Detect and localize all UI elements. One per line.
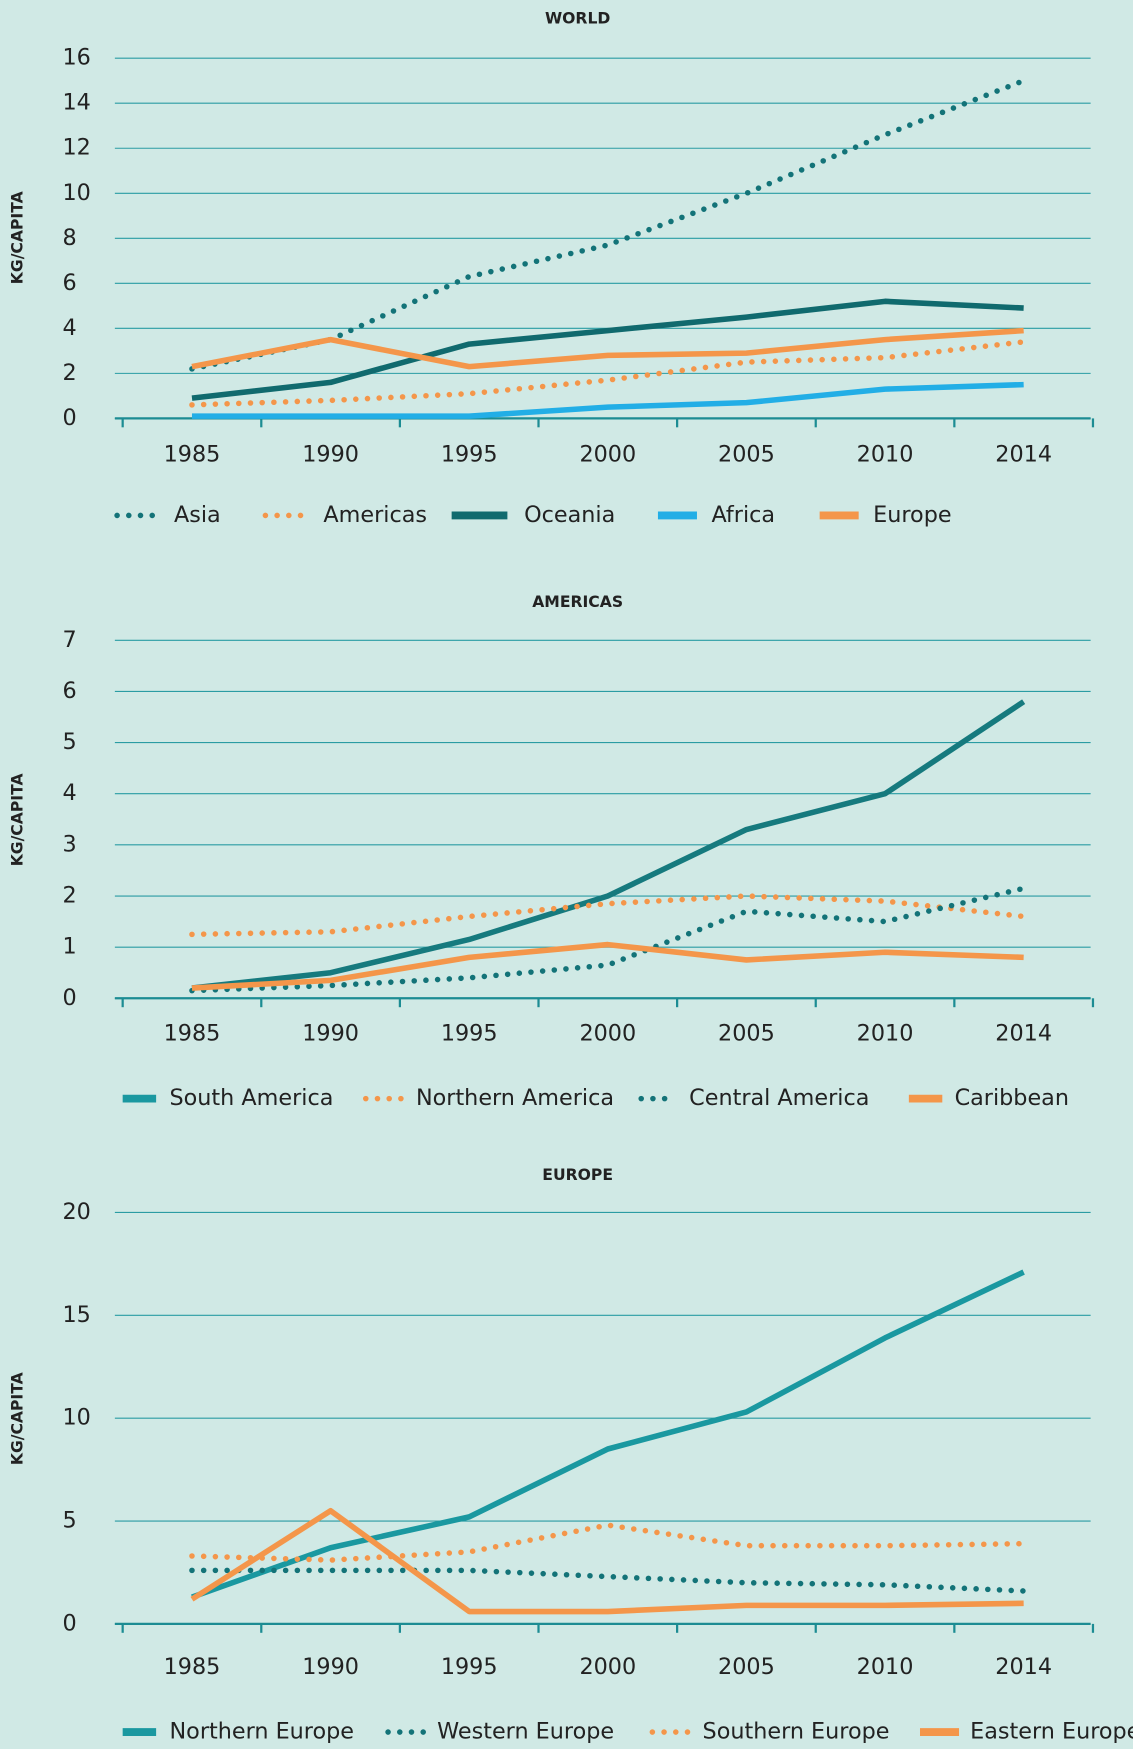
legend-label: Europe [873,502,951,528]
x-tick-label: 2010 [857,1020,914,1046]
x-tick-label: 1995 [441,1020,498,1046]
y-tick-label: 10 [62,180,90,206]
y-tick-label: 4 [62,315,76,341]
y-axis-label: KG/CAPITA [8,191,26,284]
legend-label: Americas [323,502,427,528]
series-line [191,381,1024,419]
y-tick-label: 5 [62,729,76,755]
chart-title: AMERICAS [532,593,623,611]
x-tick-label: 2005 [718,442,775,468]
series-line [189,339,1027,408]
y-tick-label: 15 [62,1302,90,1328]
series-line [191,1269,1025,1600]
x-tick-label: 2014 [995,442,1052,468]
series-line [191,941,1024,991]
legend-label: Central America [689,1085,869,1111]
x-tick-label: 1985 [164,1020,221,1046]
y-tick-label: 20 [62,1199,90,1225]
x-tick-label: 1985 [164,442,221,468]
y-axis-label: KG/CAPITA [8,1372,26,1465]
legend-label: Caribbean [955,1085,1069,1111]
series-line [189,1567,1027,1594]
y-tick-label: 12 [62,135,90,161]
legend-label: Western Europe [437,1719,614,1745]
x-tick-label: 1985 [164,1654,221,1680]
y-tick-label: 8 [62,225,76,251]
x-tick-label: 2000 [579,442,636,468]
series-line [189,893,1027,938]
y-tick-label: 6 [62,678,76,704]
x-tick-label: 2005 [718,1654,775,1680]
y-tick-label: 5 [62,1508,76,1534]
chart-title: EUROPE [542,1166,613,1184]
x-tick-label: 1995 [441,442,498,468]
x-tick-label: 2005 [718,1020,775,1046]
series-line [189,1522,1027,1563]
x-tick-label: 2000 [579,1654,636,1680]
x-tick-label: 1990 [302,442,359,468]
legend-label: Northern Europe [170,1719,354,1745]
y-tick-label: 2 [62,360,76,386]
legend-label: Africa [711,502,775,528]
y-tick-label: 0 [62,1610,76,1636]
series-line [191,327,1024,370]
y-tick-label: 7 [62,627,76,653]
x-tick-label: 2010 [857,442,914,468]
legend-label: Northern America [416,1085,614,1111]
series-line [190,1507,1024,1615]
series-line [191,699,1026,991]
y-tick-label: 2 [62,883,76,909]
legend-label: Eastern Europe [970,1719,1133,1745]
y-tick-label: 1 [62,934,76,960]
y-tick-label: 16 [62,45,90,71]
x-tick-label: 2010 [857,1654,914,1680]
x-tick-label: 2014 [995,1020,1052,1046]
y-tick-label: 6 [62,270,76,296]
y-tick-label: 3 [62,831,76,857]
y-tick-label: 0 [62,405,76,431]
x-tick-label: 1990 [302,1654,359,1680]
legend-label: South America [170,1085,334,1111]
x-tick-label: 1990 [302,1020,359,1046]
y-tick-label: 4 [62,780,76,806]
y-tick-label: 14 [62,90,90,116]
y-tick-label: 0 [62,985,76,1011]
series-line [189,885,1027,994]
y-tick-label: 10 [62,1405,90,1431]
series-line [191,298,1024,401]
x-tick-label: 1995 [441,1654,498,1680]
x-tick-label: 2000 [579,1020,636,1046]
chart-title: WORLD [545,10,610,28]
x-tick-label: 2014 [995,1654,1052,1680]
y-axis-label: KG/CAPITA [8,773,26,866]
legend-label: Asia [174,502,221,528]
legend-label: Southern Europe [703,1719,890,1745]
legend-label: Oceania [524,502,615,528]
